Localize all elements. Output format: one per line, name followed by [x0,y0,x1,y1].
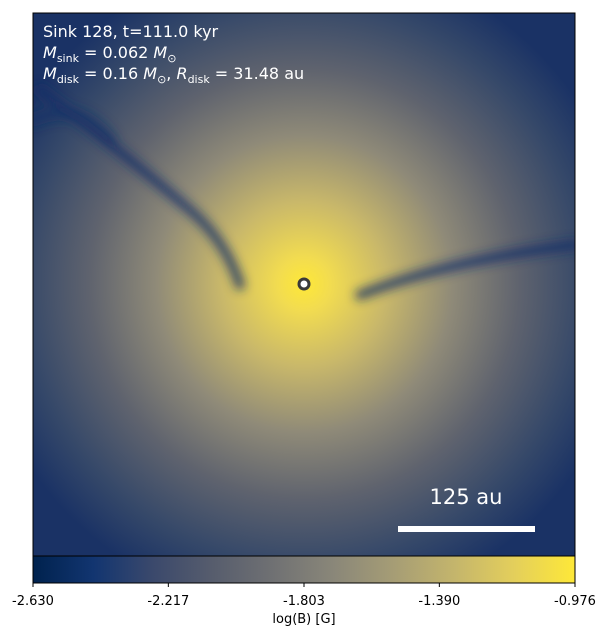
annotation-part: Sink 128, t=111.0 kyr [43,22,219,41]
annotation-part: disk [188,73,211,86]
annotation-part: disk [57,73,80,86]
annotation-part: M [153,43,167,62]
annotation-part: ⊙ [157,73,166,86]
colorbar-tick-label: -0.976 [554,594,596,609]
annotation-part: M [143,64,157,83]
annotation-part: = 0.062 [79,43,153,62]
annotation: Sink 128, t=111.0 kyr Msink = 0.062 M⊙ Mdi… [43,22,304,86]
annotation-part: M [43,43,57,62]
colorbar-tick-label: -2.630 [12,594,54,609]
colorbar-tick-label: -2.217 [147,594,189,609]
annotation-part: ⊙ [167,52,176,65]
annotation-part: = 0.16 [79,64,143,83]
colorbar-label: log(B) [G] [272,612,335,627]
scalebar [398,526,535,532]
colorbar-tick-label: -1.803 [283,594,325,609]
annotation-part: , [166,64,176,83]
colorbar [32,555,576,584]
annotation-part: sink [57,52,80,65]
annotation-part: M [43,64,57,83]
annotation-part: = 31.48 au [210,64,304,83]
colorbar-tick-label: -1.390 [418,594,460,609]
sink-marker [297,277,311,291]
scalebar-label: 125 au [430,485,503,509]
annotation-part: R [176,64,187,83]
